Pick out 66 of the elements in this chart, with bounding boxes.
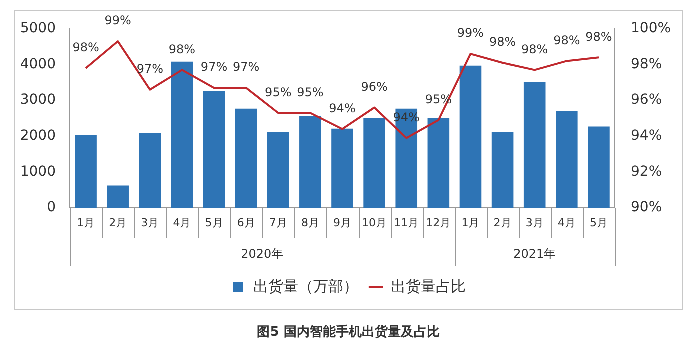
x-tick-label: 3月 — [526, 216, 544, 230]
x-tick-label: 12月 — [426, 216, 452, 230]
data-label: 98% — [586, 30, 612, 44]
data-label: 97% — [232, 60, 260, 74]
bar — [171, 62, 194, 208]
y-tick-label: 1000 — [20, 164, 56, 180]
x-tick-label: 5月 — [590, 216, 608, 230]
data-label: 95% — [265, 85, 292, 100]
y-tick-label: 0 — [47, 200, 56, 216]
x-tick-label: 1月 — [77, 216, 96, 230]
bar — [75, 135, 97, 208]
bar — [203, 91, 226, 208]
bar — [364, 118, 386, 208]
y-tick-label: 5000 — [20, 20, 56, 37]
x-tick-label: 11月 — [394, 216, 420, 230]
bar — [139, 133, 162, 208]
x-tick-label: 1月 — [462, 216, 480, 230]
bar — [332, 128, 354, 208]
bar — [107, 186, 129, 208]
y2-tick-label: 90% — [631, 200, 662, 216]
data-label: 99% — [457, 26, 484, 40]
bar — [396, 108, 418, 208]
text: 2020年 — [241, 247, 284, 262]
data-label: 97% — [136, 62, 164, 76]
y2-tick-label: 98% — [631, 56, 662, 72]
bar — [428, 118, 450, 208]
y2-tick-label: 92% — [631, 164, 662, 180]
bar — [235, 108, 258, 208]
data-label: 99% — [104, 14, 132, 28]
x-tick-label: 4月 — [558, 216, 576, 230]
bar — [556, 111, 578, 208]
data-label: 98% — [168, 42, 196, 56]
bar — [267, 132, 290, 208]
x-tick-label: 4月 — [173, 216, 192, 230]
bar — [588, 126, 610, 208]
x-tick-label: 10月 — [362, 216, 388, 230]
data-label: 98% — [72, 40, 100, 55]
y2-tick-label: 96% — [631, 92, 662, 108]
x-tick-label: 9月 — [334, 216, 352, 230]
x-tick-label: 3月 — [141, 216, 160, 230]
text: 2021年 — [514, 247, 556, 262]
data-label: 98% — [489, 35, 516, 50]
y2-tick-label: 94% — [631, 128, 662, 144]
data-label: 98% — [554, 33, 580, 48]
legend-label: 出货量（万部） — [254, 277, 358, 296]
y2-tick-label: 100% — [631, 20, 672, 37]
data-label: 95% — [297, 85, 324, 100]
bar — [300, 116, 322, 208]
x-tick-label: 5月 — [205, 216, 224, 230]
bar — [460, 66, 482, 208]
x-tick-label: 2月 — [494, 216, 512, 230]
y-tick-label: 3000 — [20, 92, 56, 108]
data-label: 94% — [329, 101, 356, 116]
data-label: 97% — [200, 60, 228, 74]
legend-label: 出货量占比 — [391, 277, 466, 296]
y-tick-label: 4000 — [20, 56, 56, 72]
text: 图5 国内智能手机出货量及占比 — [256, 324, 441, 341]
data-label: 98% — [522, 42, 548, 56]
bar — [524, 82, 546, 208]
bar — [492, 132, 514, 208]
x-tick-label: 7月 — [269, 216, 288, 230]
x-tick-label: 2月 — [109, 216, 128, 230]
x-tick-label: 6月 — [237, 216, 256, 230]
data-label: 96% — [361, 80, 388, 94]
y-tick-label: 2000 — [20, 128, 56, 144]
x-tick-label: 8月 — [301, 216, 320, 230]
